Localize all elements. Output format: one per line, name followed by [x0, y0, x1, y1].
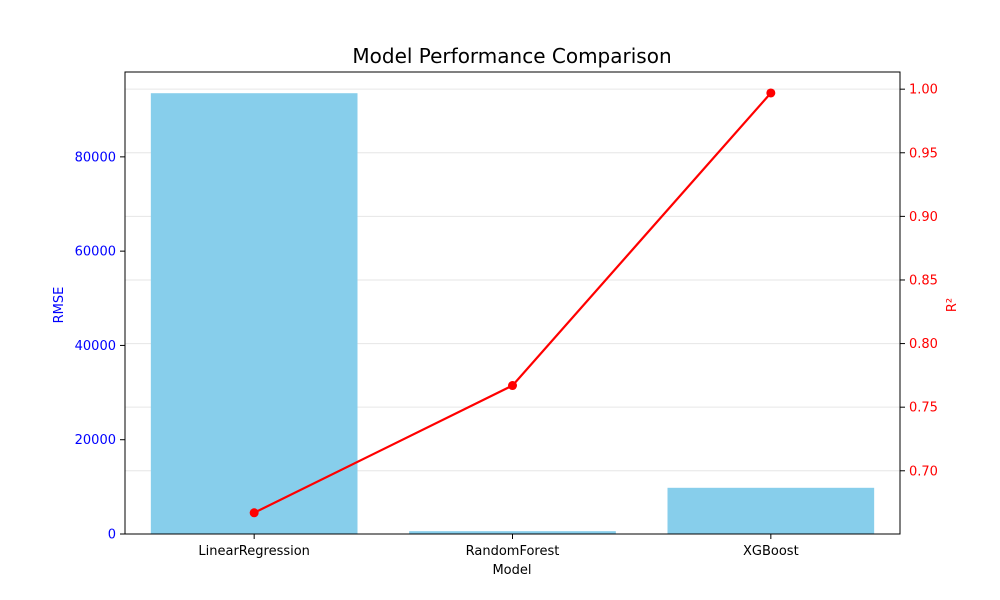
left-tick-label: 60000	[75, 245, 116, 260]
right-tick-label: 0.85	[909, 273, 938, 288]
rmse-bar	[150, 93, 358, 534]
chart-title: Model Performance Comparison	[352, 44, 671, 68]
right-tick-label: 0.80	[909, 337, 938, 352]
r2-point	[766, 88, 776, 98]
right-tick-label: 0.75	[909, 401, 938, 416]
r2-point	[249, 508, 259, 518]
y-axis-label-left: RMSE	[52, 287, 67, 324]
left-tick-label: 0	[108, 528, 116, 543]
rmse-bar	[409, 531, 616, 534]
right-tick-label: 0.90	[909, 210, 938, 225]
bars	[150, 93, 875, 534]
x-tick-label: XGBoost	[743, 544, 799, 559]
x-axis: LinearRegression RandomForest XGBoost	[198, 534, 799, 559]
right-y-axis: 0.70 0.75 0.80 0.85 0.90 0.95 1.00	[900, 83, 938, 479]
rmse-bar	[667, 487, 875, 534]
x-axis-label: Model	[492, 563, 531, 578]
left-tick-label: 80000	[75, 150, 116, 165]
left-tick-label: 20000	[75, 433, 116, 448]
r2-point	[508, 381, 517, 391]
right-tick-label: 0.95	[909, 146, 938, 161]
x-tick-label: LinearRegression	[198, 544, 310, 559]
left-y-axis: 0 20000 40000 60000 80000	[75, 150, 125, 543]
x-tick-label: RandomForest	[466, 544, 560, 559]
r2-line-series	[249, 88, 776, 518]
right-tick-label: 0.70	[909, 464, 938, 479]
y-axis-label-right: R²	[945, 298, 960, 312]
left-tick-label: 40000	[75, 339, 116, 354]
right-tick-label: 1.00	[909, 83, 938, 98]
